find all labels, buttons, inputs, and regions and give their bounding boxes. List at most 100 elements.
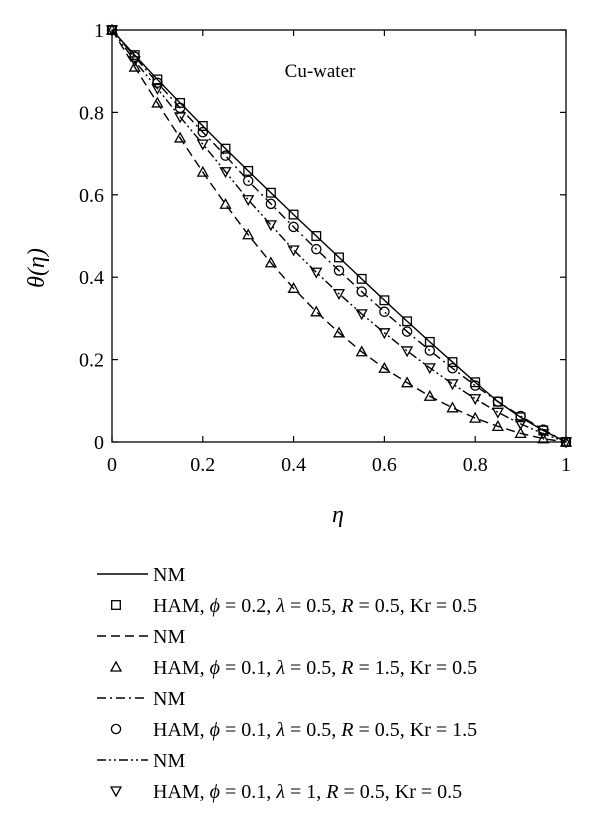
- data-point: [515, 410, 526, 422]
- legend-marker-swatch: [110, 723, 122, 735]
- data-point: [310, 267, 323, 279]
- x-tick-label: 1: [561, 454, 571, 476]
- data-point: [446, 379, 459, 391]
- legend-label: HAM, ϕ = 0.2, λ = 0.5, R = 0.5, Kr = 0.5: [153, 595, 477, 617]
- x-tick-label: 0.2: [190, 454, 215, 476]
- legend-marker-swatch: [109, 786, 123, 798]
- data-point: [514, 427, 527, 438]
- data-point: [423, 389, 436, 401]
- data-point: [559, 437, 573, 449]
- data-point: [469, 380, 481, 391]
- data-point: [400, 346, 414, 358]
- legend-entry-8: HAM, ϕ = 0.1, λ = 1, R = 0.5, Kr = 0.5: [109, 781, 462, 803]
- data-point: [400, 376, 414, 388]
- y-tick-label: 0.4: [79, 267, 104, 289]
- data-point: [173, 112, 187, 124]
- data-point: [514, 419, 527, 431]
- y-axis-title: θ(η): [24, 248, 50, 288]
- data-point: [311, 231, 322, 241]
- data-point: [356, 286, 367, 297]
- data-point: [197, 126, 209, 138]
- legend-marker-swatch: [111, 600, 121, 610]
- series-3-nm: [111, 29, 567, 443]
- data-point: [220, 150, 231, 161]
- data-point: [220, 143, 231, 154]
- legend-label: HAM, ϕ = 0.1, λ = 1, R = 0.5, Kr = 0.5: [153, 781, 462, 803]
- data-point: [105, 25, 119, 37]
- data-point: [264, 220, 278, 232]
- x-tick-label: 0.4: [281, 454, 306, 476]
- legend-label: HAM, ϕ = 0.1, λ = 0.5, R = 0.5, Kr = 1.5: [153, 719, 477, 741]
- series-5-nm: [111, 29, 567, 443]
- data-point: [401, 326, 413, 337]
- data-point: [537, 432, 550, 444]
- data-point: [355, 309, 368, 321]
- legend-label: NM: [153, 626, 185, 648]
- y-tick-label: 1: [94, 20, 104, 42]
- data-point: [197, 121, 208, 131]
- legend-entry-5: NM: [97, 688, 185, 710]
- legend: NM HAM, ϕ = 0.2, λ = 0.5, R = 0.5, Kr = 0…: [97, 564, 477, 803]
- data-point: [447, 357, 458, 368]
- data-point: [469, 411, 482, 423]
- data-point: [332, 289, 346, 301]
- data-point: [378, 328, 391, 340]
- series-6-ham: [106, 24, 572, 448]
- data-point: [219, 167, 232, 179]
- legend-marker-swatch: [109, 660, 123, 672]
- series-4-ham: [105, 23, 573, 447]
- data-point: [265, 198, 277, 210]
- legend-label: NM: [153, 688, 185, 710]
- series-8-ham: [105, 25, 573, 449]
- series-7-nm: [111, 29, 567, 443]
- data-point: [196, 165, 209, 177]
- series-line: [111, 29, 567, 443]
- x-axis-title: η: [332, 502, 344, 528]
- series-line: [111, 29, 567, 443]
- data-point: [151, 96, 164, 108]
- data-point: [219, 197, 232, 209]
- data-point: [196, 139, 209, 151]
- series-1-nm: [111, 29, 567, 443]
- legend-entry-6: HAM, ϕ = 0.1, λ = 0.5, R = 0.5, Kr = 1.5: [110, 719, 477, 741]
- data-point: [288, 221, 299, 233]
- data-point: [128, 60, 141, 72]
- legend-entry-7: NM: [97, 750, 185, 772]
- data-point: [469, 394, 482, 406]
- y-tick-label: 0.2: [79, 350, 104, 372]
- data-point: [379, 295, 390, 306]
- data-point: [537, 429, 550, 441]
- data-point: [356, 273, 367, 284]
- x-tick-label: 0: [107, 454, 117, 476]
- data-point: [242, 195, 255, 207]
- annotation-cu-water: Cu-water: [285, 61, 356, 82]
- x-tick-label: 0.8: [463, 454, 488, 476]
- legend-label: NM: [153, 750, 185, 772]
- data-point: [492, 396, 504, 407]
- data-point: [378, 361, 391, 373]
- data-point: [402, 316, 413, 327]
- series-2-ham: [107, 25, 571, 447]
- data-point: [287, 281, 300, 293]
- legend-entry-2: HAM, ϕ = 0.2, λ = 0.5, R = 0.5, Kr = 0.5: [111, 595, 477, 617]
- y-tick-label: 0.8: [79, 102, 104, 124]
- data-point: [242, 228, 255, 240]
- y-tick-label: 0.6: [79, 185, 104, 207]
- data-point: [332, 326, 346, 338]
- legend-entry-1: NM: [97, 564, 185, 586]
- data-point: [355, 345, 368, 357]
- data-point: [446, 401, 459, 413]
- data-point: [470, 377, 481, 388]
- plot-area: 0 0.2 0.4 0.6 0.8 1 0 0.2 0.4 0.6 0.8 1: [79, 20, 573, 476]
- data-point: [264, 256, 278, 268]
- data-point: [491, 407, 505, 419]
- series-line: [111, 29, 567, 443]
- data-point: [173, 131, 187, 143]
- data-point: [447, 363, 458, 374]
- y-tick-label: 0: [94, 432, 104, 454]
- data-point: [491, 420, 505, 431]
- legend-entry-4: HAM, ϕ = 0.1, λ = 0.5, R = 1.5, Kr = 0.5: [109, 657, 477, 679]
- data-point: [310, 305, 323, 317]
- data-point: [151, 83, 164, 95]
- data-point: [287, 245, 300, 257]
